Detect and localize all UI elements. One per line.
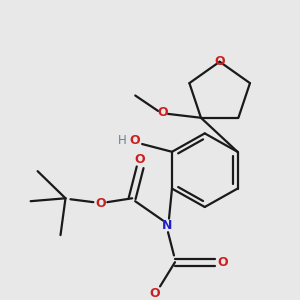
Text: N: N — [162, 219, 172, 232]
Text: O: O — [135, 153, 146, 166]
Text: O: O — [150, 287, 160, 300]
Text: O: O — [158, 106, 168, 119]
Text: O: O — [214, 55, 225, 68]
Text: O: O — [95, 196, 106, 210]
Text: O: O — [130, 134, 140, 147]
Text: H: H — [118, 134, 127, 147]
Text: O: O — [218, 256, 228, 269]
